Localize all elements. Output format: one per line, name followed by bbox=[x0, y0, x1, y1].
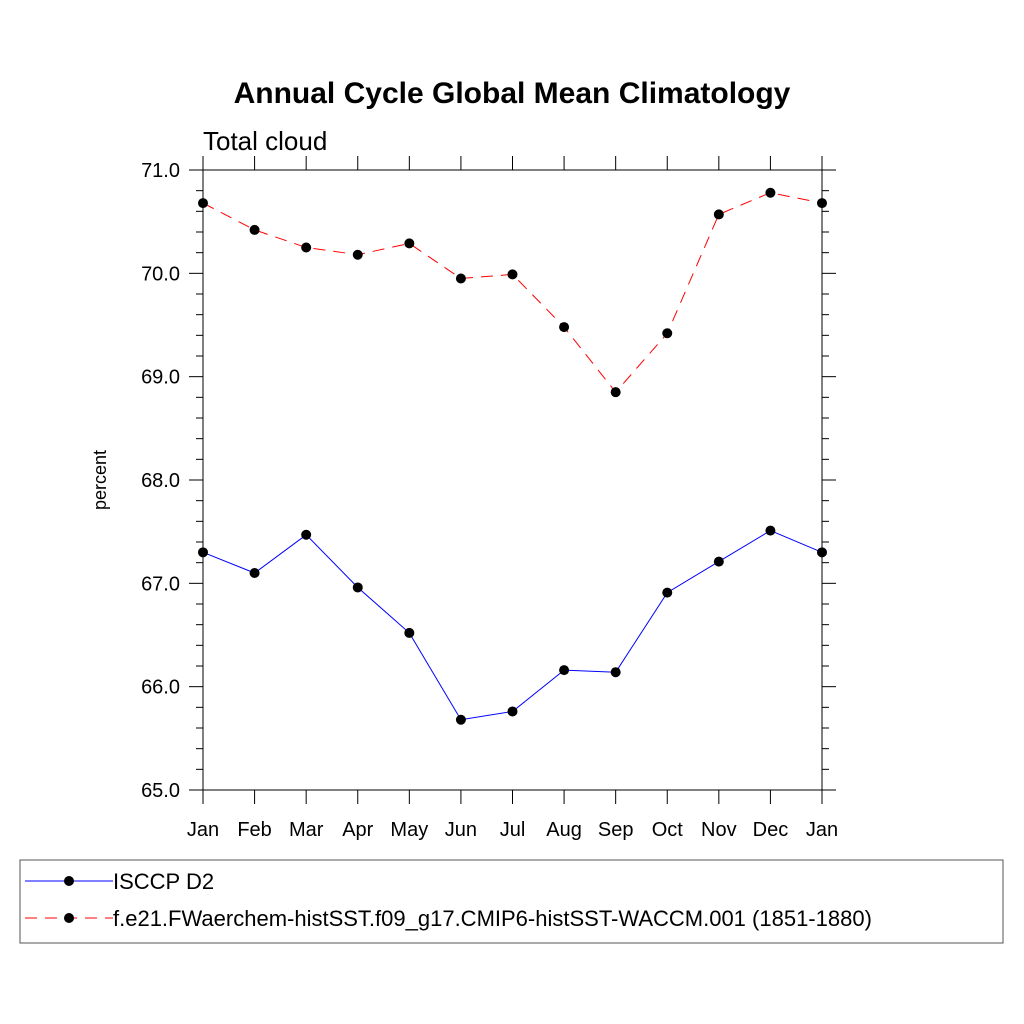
x-tick-label: Sep bbox=[598, 819, 634, 841]
data-point bbox=[610, 387, 621, 398]
data-point bbox=[765, 187, 776, 198]
data-point bbox=[507, 269, 518, 280]
axes: Jan Feb Mar Apr May Jun Jul Aug Sep Oct Nov Dec Jan 6… bbox=[141, 156, 838, 841]
y-tick-label: 68.0 bbox=[141, 470, 180, 492]
data-point bbox=[404, 627, 415, 638]
x-tick-label: Aug bbox=[546, 819, 582, 841]
x-tick-label: Oct bbox=[652, 819, 684, 841]
legend-marker-model bbox=[64, 913, 74, 923]
y-tick-label: 66.0 bbox=[141, 677, 180, 699]
data-point bbox=[559, 322, 570, 333]
data-point bbox=[610, 667, 621, 678]
legend-marker-isccp bbox=[64, 876, 74, 886]
data-point bbox=[765, 525, 776, 536]
y-tick-label: 67.0 bbox=[141, 573, 180, 595]
x-tick-label: Jun bbox=[445, 819, 477, 841]
y-axis-label: percent bbox=[90, 450, 110, 510]
data-point bbox=[713, 209, 724, 220]
chart-title: Annual Cycle Global Mean Climatology bbox=[234, 77, 791, 110]
data-point bbox=[507, 706, 518, 717]
x-tick-label: May bbox=[390, 819, 428, 841]
x-tick-label: Jan bbox=[187, 819, 219, 841]
data-point bbox=[404, 238, 415, 249]
data-point bbox=[455, 273, 466, 284]
data-point bbox=[352, 582, 363, 593]
data-point bbox=[198, 547, 208, 558]
series-line bbox=[202, 192, 823, 393]
series-line bbox=[202, 530, 823, 721]
series-layer bbox=[198, 187, 827, 725]
data-point bbox=[249, 568, 260, 578]
y-tick-label: 65.0 bbox=[141, 780, 180, 802]
data-point bbox=[301, 529, 312, 540]
data-point bbox=[198, 198, 208, 209]
legend-item-isccp: ISCCP D2 bbox=[25, 869, 214, 894]
x-tick-label: Feb bbox=[237, 819, 271, 841]
x-tick-label: Jan bbox=[806, 819, 838, 841]
data-point bbox=[455, 714, 466, 725]
data-point bbox=[817, 547, 827, 558]
legend-label-isccp: ISCCP D2 bbox=[113, 869, 214, 894]
y-tick-label: 69.0 bbox=[141, 367, 180, 389]
x-tick-label: Mar bbox=[289, 819, 324, 841]
series-0 bbox=[198, 525, 827, 725]
data-point bbox=[301, 242, 312, 253]
data-point bbox=[249, 224, 260, 235]
chart-subtitle: Total cloud bbox=[203, 126, 327, 156]
data-point bbox=[662, 587, 673, 598]
data-point bbox=[352, 249, 363, 260]
legend-box bbox=[19, 859, 1004, 944]
legend-item-model: f.e21.FWaerchem-histSST.f09_g17.CMIP6-hi… bbox=[25, 906, 872, 931]
x-tick-label: Dec bbox=[753, 819, 789, 841]
x-tick-label: Jul bbox=[500, 819, 526, 841]
data-point bbox=[817, 198, 827, 209]
data-point bbox=[559, 665, 570, 676]
y-tick-label: 71.0 bbox=[141, 160, 180, 182]
x-tick-label: Apr bbox=[342, 819, 373, 841]
series-1 bbox=[198, 187, 827, 398]
y-tick-label: 70.0 bbox=[141, 263, 180, 285]
data-point bbox=[713, 556, 724, 567]
x-tick-label: Nov bbox=[701, 819, 737, 841]
data-point bbox=[662, 328, 673, 339]
legend-label-model: f.e21.FWaerchem-histSST.f09_g17.CMIP6-hi… bbox=[113, 906, 872, 931]
